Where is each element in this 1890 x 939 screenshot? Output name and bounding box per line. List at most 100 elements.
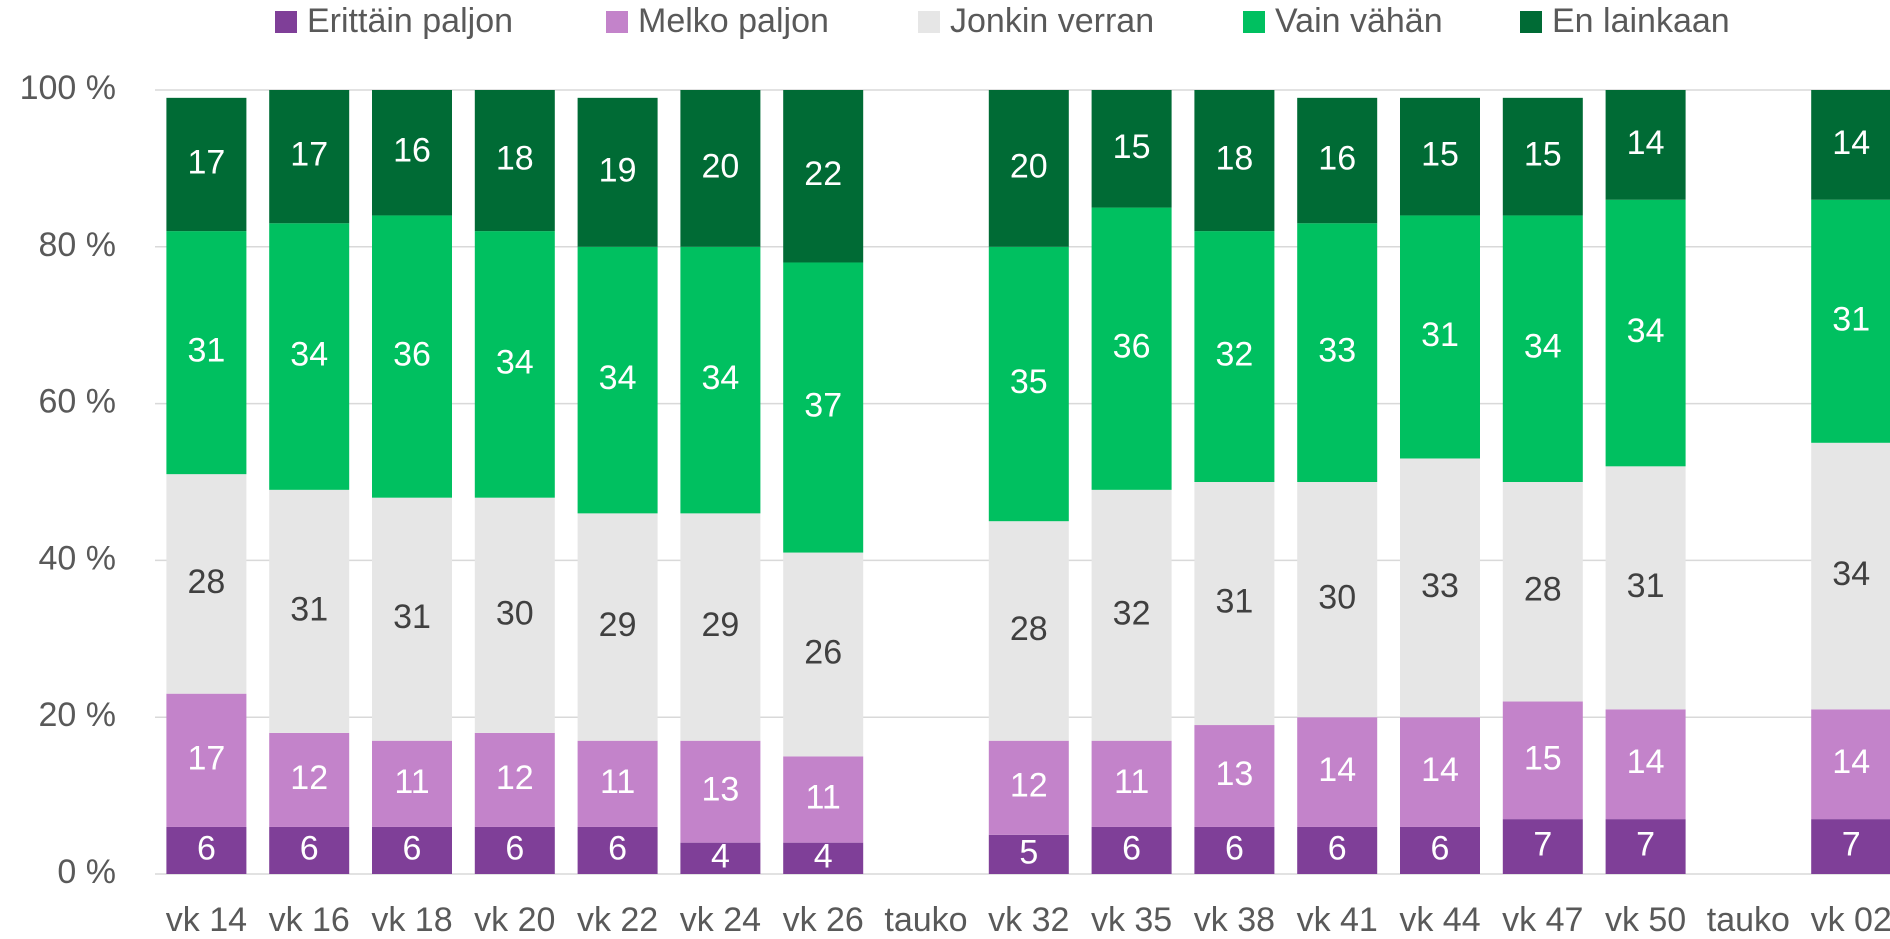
data-label: 34 <box>1524 328 1562 366</box>
bar-segment <box>1400 215 1480 459</box>
data-label: 33 <box>1421 567 1459 605</box>
x-tick-label: tauko <box>1707 901 1790 939</box>
bar-segment <box>166 474 247 694</box>
bar-segment <box>1605 709 1686 820</box>
y-tick-label: 0 % <box>57 853 116 891</box>
legend-swatch <box>1243 11 1265 33</box>
bar-segment <box>577 97 658 247</box>
data-label: 26 <box>804 633 842 671</box>
legend-swatch <box>918 11 940 33</box>
data-label: 34 <box>1627 312 1665 350</box>
data-label: 20 <box>1010 147 1048 185</box>
data-label: 16 <box>393 132 431 170</box>
x-tick-label: vk 26 <box>783 901 864 939</box>
data-label: 13 <box>701 771 739 809</box>
data-label: 31 <box>290 590 328 628</box>
x-tick-label: vk 47 <box>1502 901 1583 939</box>
data-label: 37 <box>804 387 842 425</box>
bar-segment <box>269 826 350 874</box>
data-label: 6 <box>1431 829 1450 867</box>
bar-segment <box>1091 90 1172 208</box>
bar-segment <box>1400 97 1480 216</box>
data-label: 19 <box>599 151 637 189</box>
data-label: 6 <box>300 829 319 867</box>
data-label: 6 <box>1328 829 1347 867</box>
legend-label: Melko paljon <box>638 2 829 40</box>
y-tick-label: 60 % <box>39 383 117 421</box>
bar-segment <box>1297 97 1378 224</box>
bar-segment <box>680 513 761 741</box>
data-label: 34 <box>1832 555 1870 593</box>
bar-segment <box>1811 709 1890 820</box>
bar-segment <box>680 842 761 874</box>
x-tick-label: vk 44 <box>1399 901 1480 939</box>
bar-segment <box>1811 90 1890 200</box>
data-label: 6 <box>197 829 216 867</box>
data-label: 12 <box>496 759 534 797</box>
data-label: 14 <box>1832 124 1870 162</box>
bar-segment <box>474 231 555 498</box>
x-tick-label: vk 14 <box>166 901 247 939</box>
bar-segment <box>1605 90 1686 200</box>
bar-segment <box>166 826 247 874</box>
bar-segment <box>1297 482 1378 718</box>
data-label: 14 <box>1627 743 1665 781</box>
data-label: 17 <box>187 739 225 777</box>
bar-segment <box>269 489 350 733</box>
data-label: 18 <box>496 140 534 178</box>
bar-segment <box>1400 826 1480 874</box>
data-label: 31 <box>393 598 431 636</box>
bar-segment <box>474 732 555 827</box>
data-label: 7 <box>1636 826 1655 864</box>
data-label: 32 <box>1215 336 1253 374</box>
bar-segment <box>1811 442 1890 710</box>
x-tick-label: vk 41 <box>1297 901 1378 939</box>
data-label: 32 <box>1113 594 1151 632</box>
data-label: 5 <box>1019 833 1038 871</box>
data-label: 20 <box>701 147 739 185</box>
bar-segment <box>1502 215 1583 482</box>
data-label: 14 <box>1627 124 1665 162</box>
bar-segment <box>1297 826 1378 874</box>
data-label: 31 <box>1421 316 1459 354</box>
bar-segment <box>1194 90 1275 232</box>
data-label: 15 <box>1524 136 1562 174</box>
bar-segment <box>372 826 452 874</box>
data-label: 6 <box>608 829 627 867</box>
x-tick-label: vk 50 <box>1605 901 1686 939</box>
bar-segment <box>269 90 350 224</box>
x-tick-label: vk 22 <box>577 901 658 939</box>
data-label: 12 <box>290 759 328 797</box>
bar-segment <box>783 90 864 263</box>
bar-segment <box>988 90 1069 247</box>
legend-label: En lainkaan <box>1552 2 1730 40</box>
y-tick-label: 80 % <box>39 226 117 264</box>
data-label: 28 <box>1524 571 1562 609</box>
data-label: 34 <box>290 336 328 374</box>
data-label: 16 <box>1318 140 1356 178</box>
bar-segment <box>577 246 658 514</box>
bar-segment <box>166 97 247 232</box>
bar-segment <box>1605 819 1686 874</box>
data-label: 34 <box>701 359 739 397</box>
legend-swatch <box>606 11 628 33</box>
y-tick-label: 20 % <box>39 696 117 734</box>
data-label: 4 <box>814 837 833 875</box>
data-label: 28 <box>187 563 225 601</box>
bar-segment <box>1605 199 1686 467</box>
data-label: 15 <box>1524 739 1562 777</box>
data-label: 28 <box>1010 610 1048 648</box>
bar-segment <box>269 223 350 490</box>
bar-segment <box>1194 231 1275 482</box>
bar-segment <box>680 740 761 843</box>
bar-segment <box>988 521 1069 741</box>
bar-segment <box>783 756 864 843</box>
bar-segment <box>1091 489 1172 741</box>
data-label: 6 <box>1122 829 1141 867</box>
bar-segment <box>372 497 452 741</box>
bar-segment <box>1605 466 1686 710</box>
data-label: 17 <box>187 143 225 181</box>
bar-segment <box>1502 819 1583 874</box>
data-label: 33 <box>1318 332 1356 370</box>
bar-segment <box>1194 482 1275 726</box>
